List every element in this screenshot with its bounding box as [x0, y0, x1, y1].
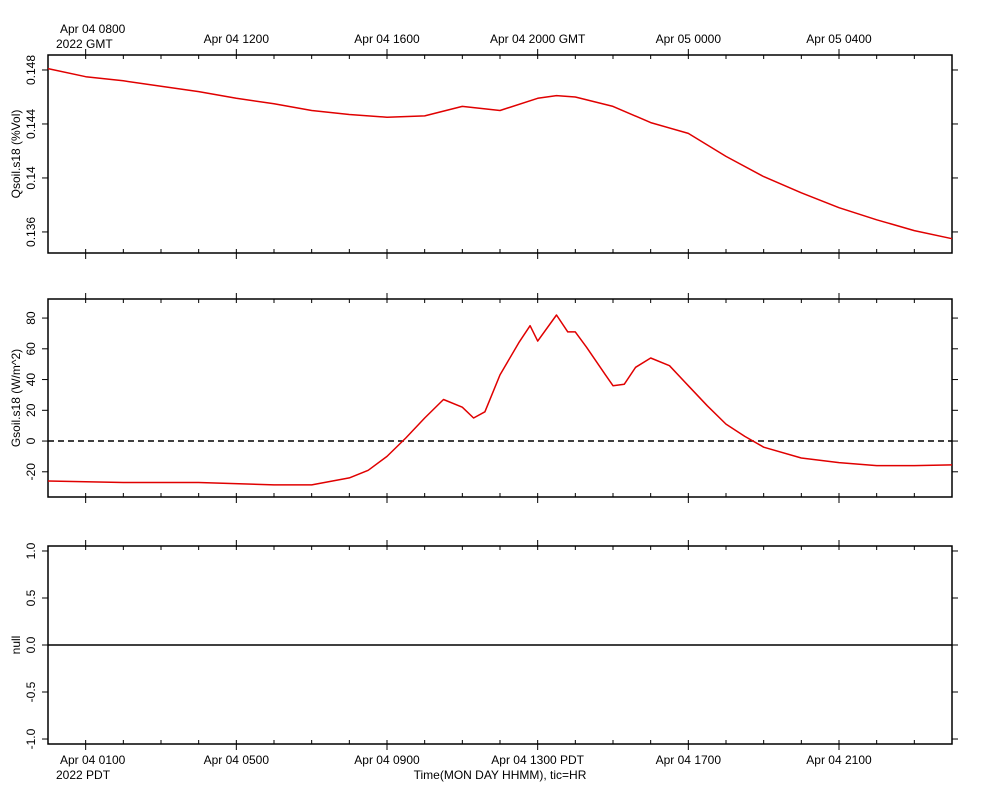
x-tick-label: Apr 04 0500 [204, 753, 270, 767]
x-tick-label: Apr 04 0100 [60, 753, 126, 767]
y-axis-label: Gsoil.s18 (W/m^2) [9, 349, 23, 447]
x2-tick-label: Apr 05 0000 [656, 32, 722, 46]
x-tick-label: Apr 04 1300 PDT [491, 753, 584, 767]
plot-frame [47, 298, 953, 498]
y-tick-label: 0.136 [24, 217, 38, 247]
y-tick-label: 0.144 [24, 109, 38, 139]
y-tick-label: 60 [24, 342, 38, 356]
data-line [47, 314, 953, 486]
y-tick-label: -20 [24, 463, 38, 481]
y-tick-label: 0.148 [24, 55, 38, 85]
y-tick-label: 1.0 [24, 542, 38, 559]
x2-tick-label: Apr 04 0800 [60, 22, 126, 36]
x-tick-label: Apr 04 0900 [354, 753, 420, 767]
plot-frame [47, 54, 953, 254]
x2-tick-label: Apr 04 1600 [354, 32, 420, 46]
x-tick-label: Apr 04 2100 [806, 753, 872, 767]
y-tick-label: -0.5 [24, 681, 38, 702]
x2-year-label: 2022 GMT [56, 37, 113, 51]
y-axis-label: Qsoil.s18 (%Vol) [9, 110, 23, 199]
x-axis-label: Time(MON DAY HHMM), tic=HR [414, 768, 587, 782]
y-tick-label: 20 [24, 403, 38, 417]
data-line [47, 67, 953, 240]
y-tick-label: 0 [24, 437, 38, 444]
x-tick-label: Apr 04 1700 [656, 753, 722, 767]
y-tick-label: 80 [24, 311, 38, 325]
y-tick-label: -1.0 [24, 728, 38, 749]
y-tick-label: 0.14 [24, 166, 38, 190]
y-tick-label: 0.0 [24, 636, 38, 653]
x2-tick-label: Apr 04 1200 [204, 32, 270, 46]
y-tick-label: 0.5 [24, 589, 38, 606]
x2-tick-label: Apr 04 2000 GMT [490, 32, 586, 46]
y-tick-label: 40 [24, 373, 38, 387]
x-year-label: 2022 PDT [56, 768, 111, 782]
y-axis-label: null [9, 636, 23, 655]
x2-tick-label: Apr 05 0400 [806, 32, 872, 46]
